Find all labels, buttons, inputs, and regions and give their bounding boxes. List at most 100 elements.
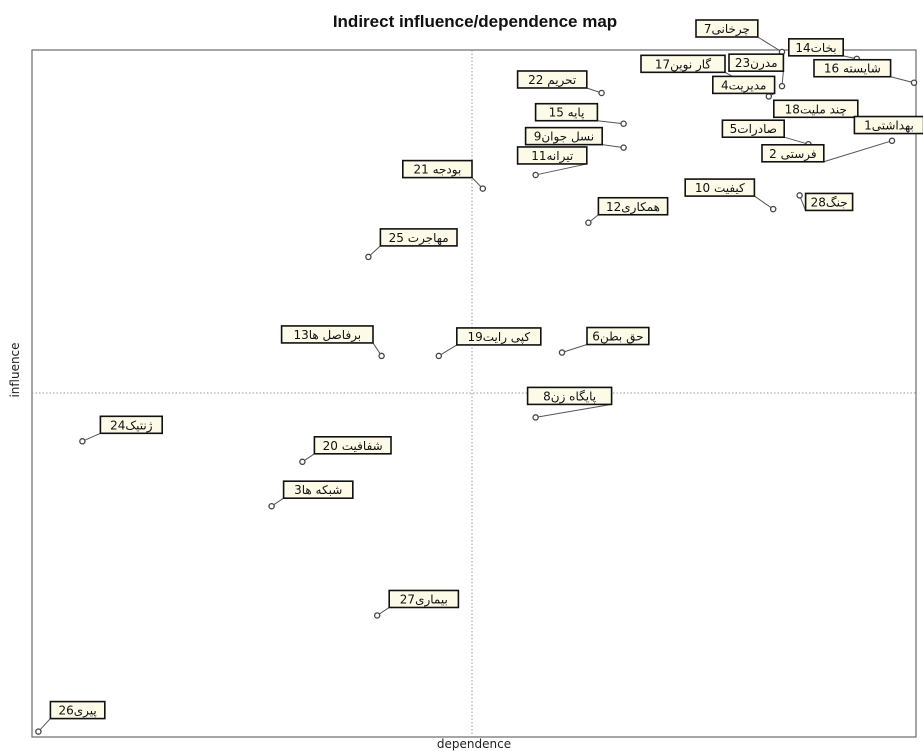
point-leader-line xyxy=(535,403,612,418)
x-axis-label: dependence xyxy=(437,737,511,751)
scatter-point[interactable] xyxy=(620,144,627,151)
point-label-box xyxy=(721,119,786,139)
data-point-group: شایسته 16 xyxy=(813,58,918,86)
y-axis-label: influence xyxy=(8,342,22,397)
point-label-box xyxy=(388,589,460,609)
scatter-point[interactable] xyxy=(910,79,918,86)
point-label-box xyxy=(640,54,726,74)
data-points-layer: پیری26 ژنتیک24 شبکه ها3 شفافیت 20 بیماری27 بر… xyxy=(35,19,923,735)
point-label: کپی رایت19 xyxy=(467,330,530,345)
data-point-group: همکاری12 xyxy=(585,196,669,226)
scatter-point[interactable] xyxy=(778,82,786,90)
data-point-group: کیفیت 10 xyxy=(684,178,777,213)
scatter-point[interactable] xyxy=(620,120,627,127)
scatter-point[interactable] xyxy=(479,185,487,192)
point-label: چند ملیت18 xyxy=(785,102,847,116)
data-point-group: بودجه 21 xyxy=(401,159,487,192)
data-point-group: مهاجرت 25 xyxy=(365,228,458,261)
scatter-point[interactable] xyxy=(268,502,275,510)
point-leader-line xyxy=(823,140,893,163)
scatter-point[interactable] xyxy=(373,612,381,619)
point-label-box xyxy=(813,58,892,78)
data-point-group: فرستی 2 xyxy=(761,137,896,163)
point-label: شفافیت 20 xyxy=(323,439,383,453)
scatter-point[interactable] xyxy=(435,352,443,360)
data-point-group: شفافیت 20 xyxy=(299,435,392,466)
point-label: شایسته 16 xyxy=(824,62,881,76)
data-point-group: پیری26 xyxy=(35,700,106,735)
data-point-group: چرخانی7 xyxy=(695,19,786,56)
point-leader-line xyxy=(561,344,588,353)
scatter-point[interactable] xyxy=(765,93,773,100)
data-point-group: نسل جوان9 xyxy=(524,126,627,151)
data-point-group: شبکه ها3 xyxy=(268,480,354,510)
data-point-group: مدیریت4 xyxy=(711,75,776,100)
point-leader-line xyxy=(602,144,624,149)
point-label-box xyxy=(787,38,844,57)
point-label-box xyxy=(49,700,106,720)
data-point-group: پایه 15 xyxy=(534,102,627,127)
scatter-point[interactable] xyxy=(365,253,372,261)
data-point-group: تیرانه11 xyxy=(516,146,588,179)
data-point-group: ژنتیک24 xyxy=(79,415,164,445)
point-label: نسل جوان9 xyxy=(534,130,594,145)
scatter-point[interactable] xyxy=(598,89,605,97)
scatter-point[interactable] xyxy=(585,219,592,226)
point-label: برفاصل ها13 xyxy=(293,328,361,343)
point-leader-line xyxy=(784,136,809,145)
data-point-group: برفاصل ها13 xyxy=(280,325,385,360)
point-label: بودجه 21 xyxy=(413,163,461,178)
point-label: گار نوین17 xyxy=(655,57,712,72)
data-point-group: تحریم 22 xyxy=(516,70,605,97)
scatter-point[interactable] xyxy=(299,458,306,466)
point-label-box xyxy=(695,19,759,38)
data-point-group: حق بطن6 xyxy=(558,326,650,356)
point-label: ژنتیک24 xyxy=(110,418,153,433)
point-label: صادرات5 xyxy=(730,122,777,137)
point-label-box xyxy=(526,386,613,406)
scatter-point[interactable] xyxy=(79,438,86,445)
point-label-box xyxy=(282,480,354,499)
point-label: بخات14 xyxy=(795,41,836,55)
point-leader-line xyxy=(535,163,587,176)
point-label-box xyxy=(455,327,542,346)
data-point-group: بهداشتی1 xyxy=(853,115,923,135)
point-label-box xyxy=(524,126,603,146)
point-label: پیری26 xyxy=(58,704,96,719)
point-label: تیرانه11 xyxy=(531,149,573,164)
point-label: بیماری27 xyxy=(400,592,448,607)
point-label-box xyxy=(280,325,374,344)
point-label: پایگاه زن8 xyxy=(543,389,596,404)
scatter-point[interactable] xyxy=(378,352,385,360)
point-label: حق بطن6 xyxy=(592,330,643,345)
point-label: چرخانی7 xyxy=(704,22,750,37)
point-label-box xyxy=(586,326,650,346)
point-label-box xyxy=(804,192,854,212)
point-label-box xyxy=(534,102,599,122)
data-point-group: کپی رایت19 xyxy=(435,327,542,360)
point-label: مدرن23 xyxy=(735,56,778,71)
scatter-point[interactable] xyxy=(532,171,539,179)
point-label: همکاری12 xyxy=(606,200,660,215)
data-point-group: بخات14 xyxy=(787,38,861,63)
chart-title: Indirect influence/dependence map xyxy=(333,12,617,31)
scatter-point[interactable] xyxy=(888,137,896,145)
point-leader-line xyxy=(82,432,101,442)
scatter-point[interactable] xyxy=(769,205,777,213)
scatter-point[interactable] xyxy=(35,728,42,735)
point-leader-line xyxy=(757,36,783,53)
data-point-group: جنگ28 xyxy=(796,192,854,212)
point-label: کیفیت 10 xyxy=(695,181,745,195)
data-point-group: گار نوین17 xyxy=(640,54,742,83)
scatter-point[interactable] xyxy=(532,414,539,421)
point-label-box xyxy=(597,196,669,216)
point-label: فرستی 2 xyxy=(769,147,817,162)
scatter-point[interactable] xyxy=(796,192,803,199)
point-leader-line xyxy=(597,120,624,125)
point-label: مهاجرت 25 xyxy=(389,231,449,246)
point-leader-line xyxy=(890,76,915,84)
scatter-point[interactable] xyxy=(558,349,566,356)
point-label-box xyxy=(99,415,164,435)
point-label-box xyxy=(313,435,392,455)
